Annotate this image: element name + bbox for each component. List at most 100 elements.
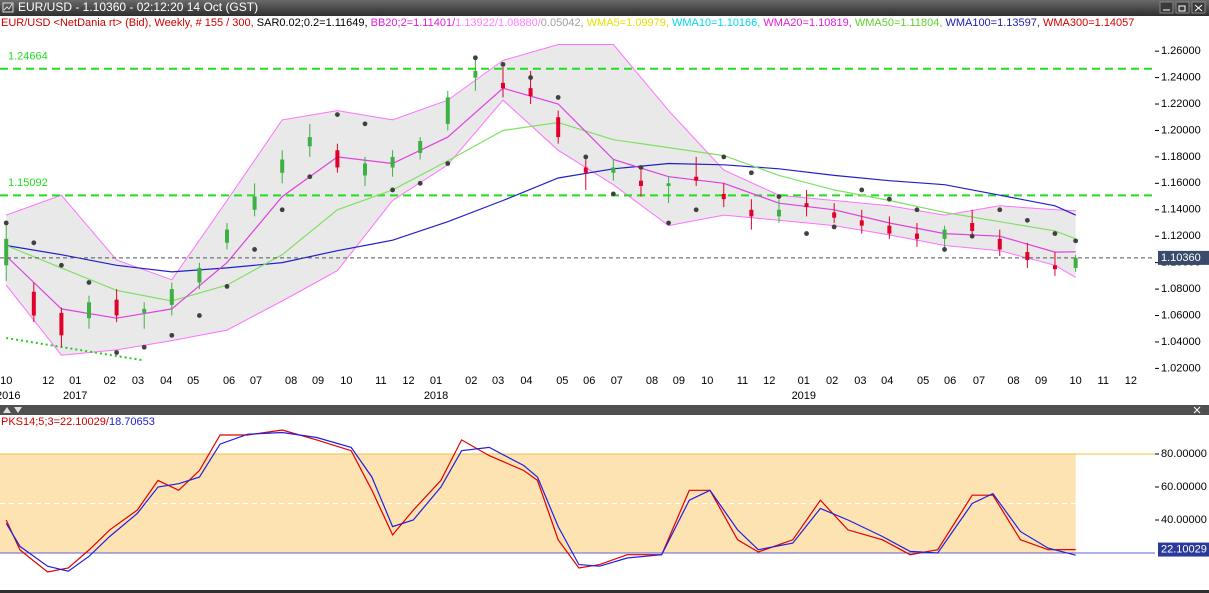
sar-dot xyxy=(776,194,782,199)
info-item: BB20;2=1.11401/ xyxy=(371,17,456,29)
pane-up-icon[interactable] xyxy=(3,407,11,413)
candle-body xyxy=(1073,257,1078,268)
y-tick-label: 1.08000 xyxy=(1161,283,1201,295)
y-tick-label: 60.00000 xyxy=(1161,481,1207,493)
sar-dot xyxy=(831,224,837,230)
candle-body xyxy=(87,302,92,319)
candle-body xyxy=(694,176,699,181)
year-label: 2019 xyxy=(792,390,816,402)
price-box-label: 1.10360 xyxy=(1161,252,1201,264)
candle-body xyxy=(942,229,947,239)
restore-button[interactable] xyxy=(1175,1,1190,14)
indicator-info: EUR/USD <NetDania rt> (Bid), Weekly, # 1… xyxy=(1,17,1134,29)
sar-dot xyxy=(252,247,257,252)
info-item: WMA300=1.14057 xyxy=(1043,17,1134,29)
candle-body xyxy=(749,209,754,217)
value-box-label: 22.10029 xyxy=(1161,543,1207,555)
info-item: EUR/USD <NetDania rt> (Bid), Weekly, # 1… xyxy=(1,17,257,29)
candle-body xyxy=(638,180,643,186)
minimize-button[interactable] xyxy=(1159,1,1174,14)
indicator-info: PKS14;5;3=22.10029/18.70653 xyxy=(1,416,155,428)
pane-down-icon[interactable] xyxy=(14,407,22,413)
x-tick-label: 04 xyxy=(881,375,893,387)
x-tick-label: 05 xyxy=(187,375,199,387)
oscillator-line xyxy=(5,429,1076,573)
candle-body xyxy=(335,150,340,168)
candle-body xyxy=(914,233,919,239)
y-tick-label: 1.14000 xyxy=(1161,204,1201,216)
sar-dot xyxy=(693,207,699,213)
y-tick-label: 1.12000 xyxy=(1161,230,1201,242)
price-pane: 1.24664 1.15092 xyxy=(0,44,1155,362)
x-tick-label: 07 xyxy=(250,375,262,387)
x-tick-label: 05 xyxy=(917,375,929,387)
level-label: 1.24664 xyxy=(8,51,48,63)
x-tick-label: 10 xyxy=(1070,375,1082,387)
candle-body xyxy=(500,82,505,89)
sar-dot xyxy=(362,121,368,127)
y-tick-label: 1.24000 xyxy=(1161,71,1201,83)
sar-dot xyxy=(886,196,892,202)
x-tick-label: 03 xyxy=(132,375,144,387)
sar-dot xyxy=(169,332,175,338)
price-box xyxy=(1158,250,1209,265)
candle-body xyxy=(859,220,864,226)
info-item: 18.70653 xyxy=(109,416,155,428)
x-tick-label: 11 xyxy=(737,375,748,387)
candle-body xyxy=(390,156,395,168)
sar-dot xyxy=(1052,231,1058,236)
sar-dot xyxy=(141,344,147,350)
x-tick-label: 12 xyxy=(402,375,414,387)
sar-dot xyxy=(472,55,478,61)
candle-body xyxy=(528,88,533,97)
info-item: PKS14;5;3=22.10029/ xyxy=(1,416,110,428)
moving-average xyxy=(6,162,1076,273)
sar-dot xyxy=(445,161,451,166)
y-tick-label: 1.06000 xyxy=(1161,309,1201,321)
value-box xyxy=(1158,542,1209,557)
x-tick-label: 06 xyxy=(944,375,956,387)
sar-dot xyxy=(1073,238,1079,244)
x-tick-label: 11 xyxy=(375,375,386,387)
oscillator-axes: 40.00000 60.00000 80.00000 22.10029 xyxy=(1155,448,1209,557)
x-tick-label: 07 xyxy=(611,375,623,387)
info-item: WMA10=1.10166, xyxy=(672,17,763,29)
x-tick-label: 02 xyxy=(104,375,116,387)
x-tick-label: 05 xyxy=(556,375,568,387)
candle-body xyxy=(611,167,616,173)
year-label: 2017 xyxy=(63,390,87,402)
x-tick-label: 09 xyxy=(1035,375,1047,387)
x-tick-label: 10 xyxy=(0,375,12,387)
level-label: 1.15092 xyxy=(8,177,48,189)
window-title: EUR/USD - 1.10360 - 02:12:20 14 Oct (GST… xyxy=(18,0,258,14)
x-tick-label: 12 xyxy=(763,375,775,387)
sar-dot xyxy=(500,61,506,67)
candle-body xyxy=(197,267,202,283)
pane-close-icon[interactable] xyxy=(1193,406,1201,414)
year-label: 2018 xyxy=(424,390,448,402)
x-tick-label: 08 xyxy=(646,375,658,387)
band-line xyxy=(6,44,1076,281)
window-buttons[interactable] xyxy=(1159,1,1206,14)
x-tick-label: 04 xyxy=(520,375,532,387)
sar-dot xyxy=(59,262,64,268)
candle-body xyxy=(970,222,975,231)
x-tick-label: 03 xyxy=(492,375,504,387)
x-tick-label: 01 xyxy=(798,375,810,387)
y-tick-label: 1.16000 xyxy=(1161,177,1201,189)
x-tick-label: 02 xyxy=(826,375,838,387)
x-tick-label: 09 xyxy=(673,375,685,387)
y-tick-label: 1.18000 xyxy=(1161,151,1201,163)
x-tick-label: 12 xyxy=(1125,375,1137,387)
x-tick-label: 04 xyxy=(160,375,172,387)
sar-dot xyxy=(583,154,589,160)
info-item: 0.05042, xyxy=(541,17,587,29)
candle-body xyxy=(473,70,478,78)
sar-dot xyxy=(114,350,120,355)
candle-body xyxy=(721,193,726,200)
sar-dot xyxy=(804,231,809,236)
candle-body xyxy=(142,308,147,313)
candle-body xyxy=(307,137,312,147)
